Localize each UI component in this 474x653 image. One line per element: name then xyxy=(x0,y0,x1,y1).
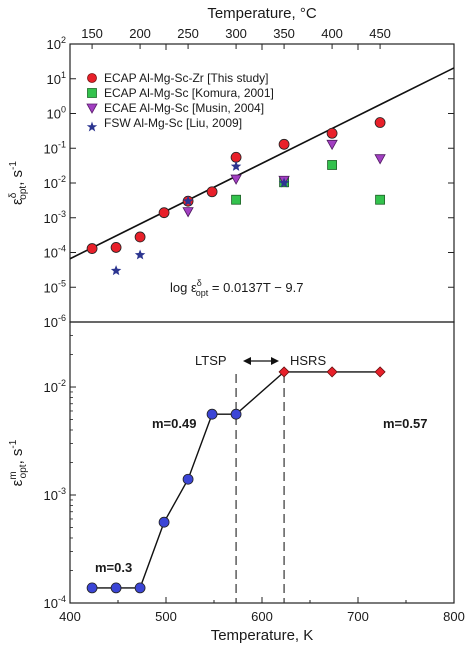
hsrs-label: HSRS xyxy=(290,353,326,368)
y-tick-label-top-panel: 10-5 xyxy=(44,278,66,295)
data-point-top-s0 xyxy=(134,231,146,243)
data-point-top-s2 xyxy=(230,174,242,185)
legend-label: ECAP Al-Mg-Sc-Zr [This study] xyxy=(104,71,268,85)
double-arrow-icon xyxy=(243,357,279,365)
fit-equation: log εδ opt = 0.0137T − 9.7 xyxy=(170,278,303,298)
data-point-top-s1 xyxy=(375,194,385,205)
celsius-tick-label: 150 xyxy=(81,26,103,41)
data-point-top-s0 xyxy=(278,138,290,150)
data-point-top-s3 xyxy=(278,177,290,188)
legend-entry-ecap-this-study: ECAP Al-Mg-Sc-Zr [This study] xyxy=(87,71,268,85)
celsius-tick-label: 350 xyxy=(273,26,295,41)
x-tick-label: 500 xyxy=(155,609,177,624)
top-y-axis-title: εδopt, s-1 xyxy=(8,161,29,205)
data-point-top-s3 xyxy=(230,160,242,171)
x-tick-label: 700 xyxy=(347,609,369,624)
data-point-bottom-s0 xyxy=(86,582,98,594)
y-tick-label-top-panel: 100 xyxy=(47,105,66,122)
data-point-bottom-s1 xyxy=(326,366,338,378)
data-point-bottom-s0 xyxy=(110,582,122,594)
data-point-top-s1 xyxy=(327,160,337,170)
ltsp-label: LTSP xyxy=(195,353,227,368)
y-tick-label-bottom-panel: 10-4 xyxy=(44,594,66,611)
y-tick-label-bottom-panel: 10-2 xyxy=(44,378,66,395)
bottom-y-axis-title: εmopt, s-1 xyxy=(8,439,29,486)
data-point-top-s2 xyxy=(326,139,338,151)
legend-marker-triangle xyxy=(86,103,98,114)
celsius-tick-label: 400 xyxy=(321,26,343,41)
celsius-tick-label: 250 xyxy=(177,26,199,41)
data-point-top-s3 xyxy=(134,249,146,260)
legend-marker-square xyxy=(87,88,97,98)
series-line xyxy=(92,371,381,589)
x-tick-label: 600 xyxy=(251,609,273,624)
bottom-x-axis-title: Temperature, K xyxy=(211,627,314,644)
y-tick-label-top-panel: 10-4 xyxy=(44,244,66,261)
data-point-top-s3 xyxy=(182,195,194,206)
data-point-top-s2 xyxy=(182,207,194,218)
data-point-top-s0 xyxy=(230,151,242,163)
data-point-top-s0 xyxy=(374,117,386,128)
y-tick-label-top-panel: 102 xyxy=(47,35,66,52)
y-tick-label-top-panel: 10-2 xyxy=(44,174,66,191)
x-tick-label: 800 xyxy=(443,609,465,624)
y-tick-label-top-panel: 10-1 xyxy=(44,139,66,156)
data-point-top-s1 xyxy=(231,194,241,205)
fit-line xyxy=(70,67,454,260)
data-point-bottom-s1 xyxy=(278,366,290,378)
data-point-bottom-s0 xyxy=(182,473,194,485)
legend-entry-musin: ECAE Al-Mg-Sc [Musin, 2004] xyxy=(86,101,264,115)
legend-entry-liu: FSW Al-Mg-Sc [Liu, 2009] xyxy=(86,116,242,132)
generated-marks: 400 500 600 700 800 150 200 250 300 350 400 450 102 1… xyxy=(44,26,465,624)
top-axis-title: Temperature, °C xyxy=(207,5,317,22)
y-tick-label-bottom-panel: 10-3 xyxy=(44,486,66,503)
data-point-bottom-s0 xyxy=(230,408,242,420)
data-point-bottom-s0 xyxy=(206,408,218,420)
y-tick-label-top-panel: 10-6 xyxy=(44,313,66,330)
annotation-m-0-3: m=0.3 xyxy=(95,560,132,575)
legend-entry-komura: ECAP Al-Mg-Sc [Komura, 2001] xyxy=(87,86,274,100)
data-point-top-s3 xyxy=(110,265,122,276)
celsius-tick-label: 300 xyxy=(225,26,247,41)
legend-label: ECAE Al-Mg-Sc [Musin, 2004] xyxy=(104,101,264,115)
data-point-top-s0 xyxy=(158,207,170,219)
legend-label: ECAP Al-Mg-Sc [Komura, 2001] xyxy=(104,86,274,100)
annotation-m-0-57: m=0.57 xyxy=(383,416,427,431)
data-point-bottom-s0 xyxy=(134,582,146,594)
legend-label: FSW Al-Mg-Sc [Liu, 2009] xyxy=(104,116,242,130)
y-tick-label-top-panel: 101 xyxy=(47,70,66,87)
legend-marker-star xyxy=(86,121,98,132)
legend: ECAP Al-Mg-Sc-Zr [This study] ECAP Al-Mg… xyxy=(86,71,274,132)
celsius-tick-label: 450 xyxy=(369,26,391,41)
x-tick-label: 400 xyxy=(59,609,81,624)
legend-marker-circle xyxy=(87,73,97,83)
data-point-top-s0 xyxy=(326,127,338,139)
y-tick-label-top-panel: 10-3 xyxy=(44,209,66,226)
celsius-tick-label: 200 xyxy=(129,26,151,41)
data-point-bottom-s1 xyxy=(374,366,386,378)
data-point-top-s0 xyxy=(86,243,98,254)
data-point-top-s0 xyxy=(110,242,122,253)
data-point-top-s0 xyxy=(206,186,218,198)
data-point-top-s2 xyxy=(374,154,386,165)
data-point-bottom-s0 xyxy=(158,516,170,528)
annotation-m-0-49: m=0.49 xyxy=(152,416,196,431)
